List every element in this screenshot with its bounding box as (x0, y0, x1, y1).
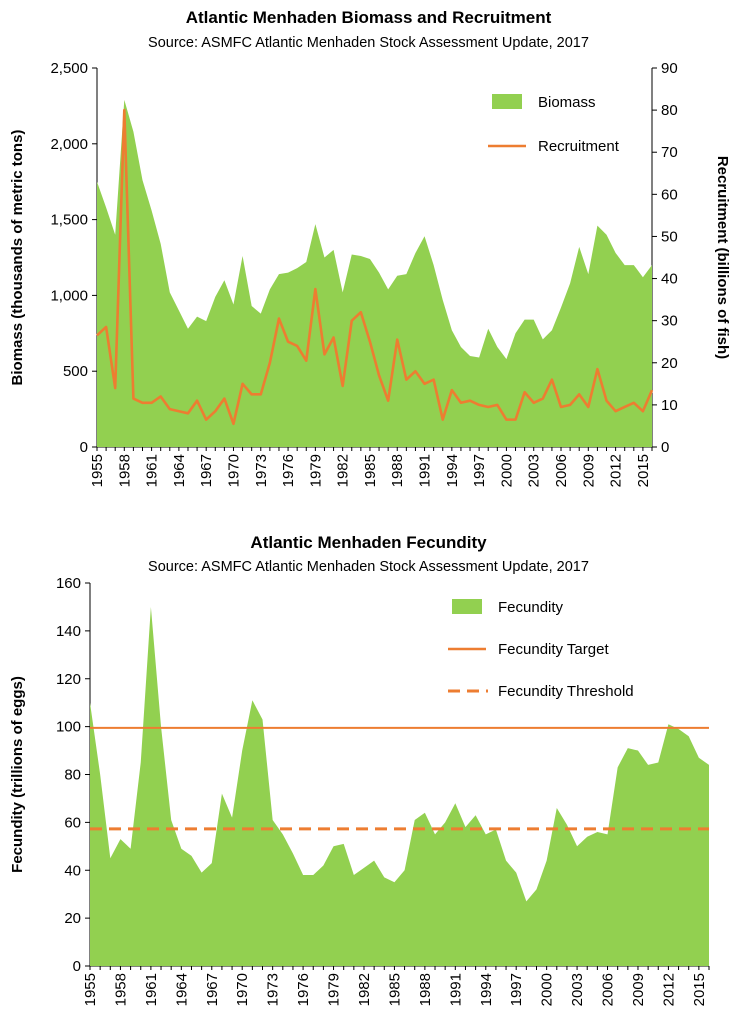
x-tick-label: 1988 (389, 454, 406, 487)
y2-tick-label: 10 (661, 397, 678, 414)
y-tick-label: 60 (64, 814, 81, 831)
biomass-recruitment-chart: Atlantic Menhaden Biomass and Recruitmen… (9, 8, 731, 487)
legend-label: Fecundity (498, 599, 564, 616)
x-tick-label: 1991 (447, 973, 464, 1006)
legend-label: Biomass (538, 94, 596, 111)
legend-label: Fecundity Threshold (498, 683, 634, 700)
x-tick-label: 2012 (608, 454, 625, 487)
x-tick-label: 1997 (508, 973, 525, 1006)
chart-subtitle: Source: ASMFC Atlantic Menhaden Stock As… (148, 35, 589, 51)
y-axis-label: Biomass (thousands of metric tons) (9, 130, 26, 386)
biomass-recruitment-plot: 0 500 1,000 1,500 2,000 2,500 0 10 20 30 40 50 60 70 8… (9, 60, 731, 487)
series-line-recruitment (96, 108, 654, 426)
y2-tick-label: 70 (661, 144, 678, 161)
y2-tick-label: 80 (661, 102, 678, 119)
y-tick-label: 1,000 (50, 287, 88, 304)
x-tick-label: 1964 (171, 454, 188, 487)
y2-tick-label: 30 (661, 313, 678, 330)
y-tick-label: 0 (73, 958, 81, 975)
x-tick-label: 2009 (630, 973, 647, 1006)
x-tick-label: 2015 (635, 454, 652, 487)
x-tick-label: 1976 (295, 973, 312, 1006)
y2-tick-label: 0 (661, 439, 669, 456)
x-tick-label: 2000 (539, 973, 556, 1006)
legend-swatch (452, 599, 482, 614)
y-tick-label: 500 (63, 363, 88, 380)
y2-tick-label: 60 (661, 186, 678, 203)
legend-label: Recruitment (538, 138, 620, 155)
y-tick-label: 100 (56, 719, 81, 736)
y2-axis-label: Recruitment (billions of fish) (714, 156, 731, 359)
y2-tick-label: 40 (661, 271, 678, 288)
x-tick-label: 1970 (234, 973, 251, 1006)
y-tick-label: 1,500 (50, 212, 88, 229)
x-tick-label: 1976 (280, 454, 297, 487)
x-tick-label: 1979 (326, 973, 343, 1006)
x-tick-label: 1955 (82, 973, 99, 1006)
x-tick-label: 1985 (362, 454, 379, 487)
y-axis-label: Fecundity (trillions of eggs) (9, 676, 26, 873)
x-tick-label: 1994 (478, 973, 495, 1006)
y-tick-label: 160 (56, 575, 81, 592)
legend-swatch (492, 94, 522, 109)
y2-tick-label: 50 (661, 228, 678, 245)
chart-subtitle: Source: ASMFC Atlantic Menhaden Stock As… (148, 559, 589, 575)
series-area-biomass (97, 99, 652, 447)
x-tick-label: 1958 (116, 454, 133, 487)
legend-label: Fecundity Target (498, 641, 609, 658)
y-tick-label: 2,500 (50, 60, 88, 77)
fecundity-chart: Atlantic Menhaden Fecundity Source: ASMF… (0, 525, 737, 1024)
x-tick-label: 1982 (335, 454, 352, 487)
x-tick-label: 1982 (356, 973, 373, 1006)
x-tick-label: 2006 (553, 454, 570, 487)
y-tick-label: 0 (80, 439, 88, 456)
x-tick-label: 1994 (444, 454, 461, 487)
fecundity-plot: 0 20 40 60 80 100 120 140 160 1955 1958 1961 1964 196… (9, 575, 710, 1006)
y-tick-label: 140 (56, 623, 81, 640)
y2-tick-label: 90 (661, 60, 678, 77)
x-tick-label: 1958 (112, 973, 129, 1006)
x-tick-label: 1973 (253, 454, 270, 487)
x-tick-label: 1973 (265, 973, 282, 1006)
x-tick-label: 2000 (498, 454, 515, 487)
x-tick-label: 1997 (471, 454, 488, 487)
y-tick-label: 120 (56, 671, 81, 688)
y-tick-label: 20 (64, 910, 81, 927)
x-tick-label: 1964 (173, 973, 190, 1006)
series-area-fecundity (90, 606, 709, 966)
x-tick-label: 1955 (89, 454, 106, 487)
x-tick-label: 2012 (660, 973, 677, 1006)
y-tick-label: 80 (64, 767, 81, 784)
x-tick-label: 1991 (417, 454, 434, 487)
x-tick-label: 2015 (691, 973, 708, 1006)
x-tick-label: 1985 (386, 973, 403, 1006)
y2-tick-label: 20 (661, 355, 678, 372)
x-tick-label: 2003 (569, 973, 586, 1006)
y-tick-label: 40 (64, 862, 81, 879)
x-tick-label: 2003 (526, 454, 543, 487)
x-tick-label: 1961 (144, 454, 161, 487)
y-tick-label: 2,000 (50, 136, 88, 153)
x-tick-label: 1967 (204, 973, 221, 1006)
x-tick-label: 1979 (307, 454, 324, 487)
x-tick-label: 2006 (600, 973, 617, 1006)
chart-title: Atlantic Menhaden Biomass and Recruitmen… (185, 8, 552, 27)
x-tick-label: 2009 (580, 454, 597, 487)
x-tick-label: 1961 (143, 973, 160, 1006)
x-tick-label: 1967 (198, 454, 215, 487)
x-tick-label: 1988 (417, 973, 434, 1006)
x-tick-label: 1970 (225, 454, 242, 487)
chart-title: Atlantic Menhaden Fecundity (250, 533, 487, 552)
